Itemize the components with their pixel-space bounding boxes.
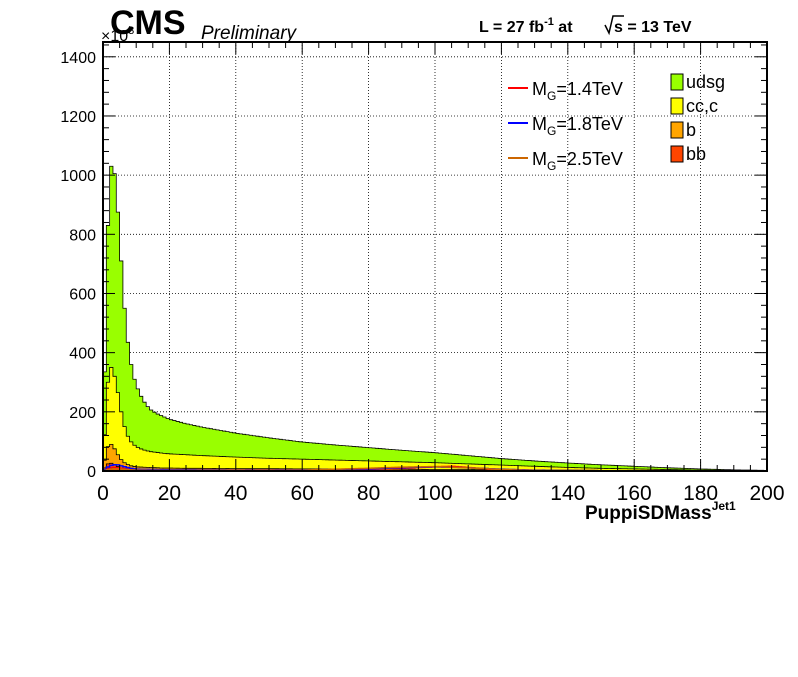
histogram-udsg xyxy=(102,165,768,472)
x-tick-label: 200 xyxy=(749,482,784,505)
legend-swatch-udsg xyxy=(670,73,684,91)
legend-label-rest: =2.5TeV xyxy=(556,149,623,169)
y-axis: 0 200 400 600 800 1000 1200 1400 xyxy=(60,44,767,481)
legend-label-sub: G xyxy=(547,159,556,173)
energy-label: s = 13 TeV xyxy=(614,19,692,36)
x-tick-label: 160 xyxy=(617,482,652,505)
y-tick-label: 800 xyxy=(69,227,96,244)
legend-label-signal-3: MG=2.5TeV xyxy=(532,149,623,173)
x-axis-title-sup: Jet1 xyxy=(712,499,736,513)
status-label: Preliminary xyxy=(201,23,298,44)
plot-area xyxy=(103,42,767,471)
y-multiplier: ×103 xyxy=(101,25,134,45)
legend-swatch-cc-c xyxy=(670,97,684,115)
legend-label-main: M xyxy=(532,149,547,169)
legend-label-main: M xyxy=(532,79,547,99)
legend-swatch-b xyxy=(670,121,684,139)
x-tick-label: 20 xyxy=(158,482,181,505)
x-tick-label: 0 xyxy=(97,482,109,505)
energy-suffix: = 13 TeV xyxy=(623,19,692,36)
x-tick-label: 180 xyxy=(683,482,718,505)
legend-label-signal-2: MG=1.8TeV xyxy=(532,114,623,138)
sqrt-symbol xyxy=(604,15,624,36)
x-axis: 0 20 40 60 80 100 120 140 160 180 200 xyxy=(97,42,785,505)
legend-label-rest: =1.8TeV xyxy=(556,114,623,134)
y-tick-label: 600 xyxy=(69,286,96,303)
legend-label-bb: bb xyxy=(686,144,706,164)
y-tick-label: 400 xyxy=(69,346,96,363)
legend-label-main: M xyxy=(532,114,547,134)
sqrt-s: s xyxy=(614,19,623,36)
lumi-label: L = 27 fb-1 at xyxy=(479,16,573,36)
y-multiplier-exp: 3 xyxy=(128,25,134,37)
x-tick-label: 60 xyxy=(291,482,314,505)
x-tick-label: 40 xyxy=(224,482,247,505)
legend-label-rest: =1.4TeV xyxy=(556,79,623,99)
y-multiplier-base: ×10 xyxy=(101,28,128,45)
y-tick-label: 1400 xyxy=(60,50,96,67)
legend-label-cc-c: cc,c xyxy=(686,96,718,116)
legend-label-sub: G xyxy=(547,89,556,103)
y-tick-label: 200 xyxy=(69,405,96,422)
legend-label-udsg: udsg xyxy=(686,72,725,92)
legend-label-b: b xyxy=(686,120,696,140)
x-tick-label: 140 xyxy=(550,482,585,505)
x-tick-label: 100 xyxy=(417,482,452,505)
x-axis-title-main: PuppiSDMass xyxy=(585,503,712,524)
lumi-mid: at xyxy=(554,19,573,36)
x-axis-title: PuppiSDMassJet1 xyxy=(585,499,736,524)
y-tick-label: 1000 xyxy=(60,168,96,185)
x-tick-label: 80 xyxy=(357,482,380,505)
legend-label-sub: G xyxy=(547,124,556,138)
lumi-prefix: L = 27 fb xyxy=(479,19,544,36)
legend-label-signal-1: MG=1.4TeV xyxy=(532,79,623,103)
x-tick-label: 120 xyxy=(484,482,519,505)
y-tick-label: 1200 xyxy=(60,109,96,126)
y-tick-label: 0 xyxy=(87,464,96,481)
legend-swatch-bb xyxy=(670,145,684,163)
grid xyxy=(103,42,767,471)
experiment-label: CMS xyxy=(110,4,186,42)
lumi-exp: -1 xyxy=(544,16,554,28)
